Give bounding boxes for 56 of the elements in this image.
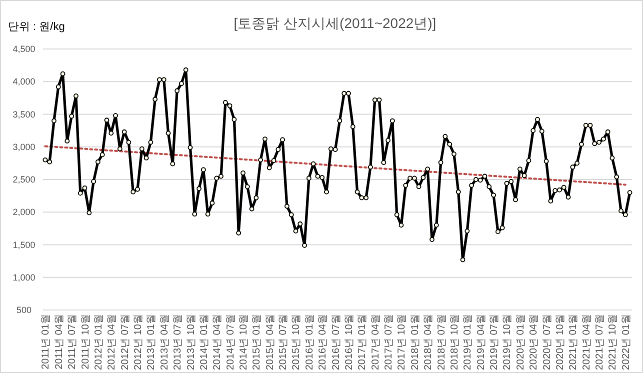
- x-tick-label: 2019년 01월: [462, 314, 474, 370]
- x-tick-label: 2022년 01월: [620, 314, 632, 370]
- x-tick-label: 2017년 04월: [370, 314, 382, 370]
- x-tick-label: 2015년 04월: [264, 314, 276, 370]
- x-tick-label: 2021년 04월: [581, 314, 592, 370]
- x-tick-label: 2020년 04월: [528, 314, 540, 370]
- x-tick-label: 2014년 07월: [225, 314, 236, 370]
- x-tick-label: 2021년 10월: [608, 314, 619, 370]
- x-tick-label: 2018년 04월: [423, 314, 434, 370]
- x-tick-label: 2012년 04월: [106, 314, 118, 370]
- x-tick-label: 2018년 01월: [410, 314, 421, 370]
- x-tick-label: 2020년 10월: [554, 314, 566, 370]
- x-tick-label: 2016년 04월: [318, 314, 329, 370]
- x-tick-label: 2018년 07월: [436, 314, 448, 370]
- x-tick-label: 2017년 10월: [396, 314, 408, 370]
- x-tick-label: 2014년 04월: [212, 314, 224, 370]
- x-tick-label: 2019년 07월: [489, 314, 500, 370]
- x-tick-label: 2011년 04월: [54, 314, 65, 370]
- y-tick-label: 2,000: [12, 207, 36, 218]
- x-tick-label: 2013년 04월: [159, 314, 170, 370]
- x-tick-label: 2021년 01월: [568, 314, 580, 370]
- x-tick-label: 2015년 10월: [291, 314, 302, 370]
- x-tick-label: 2012년 07월: [120, 314, 131, 370]
- x-tick-label: 2019년 10월: [502, 314, 514, 370]
- x-tick-label: 2015년 07월: [278, 314, 290, 370]
- y-tick-label: 4,000: [12, 76, 36, 87]
- x-tick-label: 2015년 01월: [252, 314, 263, 370]
- x-tick-label: 2017년 07월: [384, 314, 395, 370]
- y-tick-label: 1,500: [12, 240, 36, 250]
- y-tick-label: 500: [16, 305, 32, 315]
- x-tick-label: 2012년 10월: [133, 314, 144, 370]
- x-tick-label: 2011년 10월: [80, 314, 92, 370]
- x-tick-label: 2014년 01월: [198, 314, 210, 370]
- x-tick-label: 2013년 07월: [172, 314, 184, 370]
- x-tick-label: 2020년 07월: [542, 314, 553, 370]
- y-tick-label: 2,500: [12, 174, 36, 184]
- chart-title: [토종닭 산지시세(2011~2022년)]: [234, 15, 436, 31]
- x-tick-label: 2018년 10월: [449, 314, 460, 370]
- x-tick-label: 2013년 01월: [146, 314, 158, 370]
- x-tick-label: 2012년 01월: [93, 314, 104, 370]
- x-tick-label: 2011년 01월: [40, 314, 52, 370]
- x-tick-label: 2011년 07월: [67, 314, 78, 370]
- x-tick-label: 2021년 07월: [594, 314, 606, 370]
- x-tick-label: 2020년 01월: [515, 314, 526, 370]
- x-tick-label: 2016년 10월: [344, 314, 355, 370]
- x-tick-label: 2013년 10월: [186, 314, 197, 370]
- y-tick-label: 4,500: [12, 44, 36, 54]
- y-axis-title: 단위 : 원/kg: [8, 21, 65, 33]
- y-tick-label: 1,000: [12, 272, 36, 282]
- y-tick-label: 3,500: [12, 109, 36, 120]
- x-tick-label: 2016년 01월: [304, 314, 316, 370]
- x-tick-label: 2019년 04월: [476, 314, 487, 370]
- x-tick-label: 2016년 07월: [330, 314, 342, 370]
- x-tick-label: 2014년 10월: [238, 314, 250, 370]
- y-tick-label: 3,000: [12, 142, 36, 152]
- x-tick-label: 2017년 01월: [357, 314, 368, 370]
